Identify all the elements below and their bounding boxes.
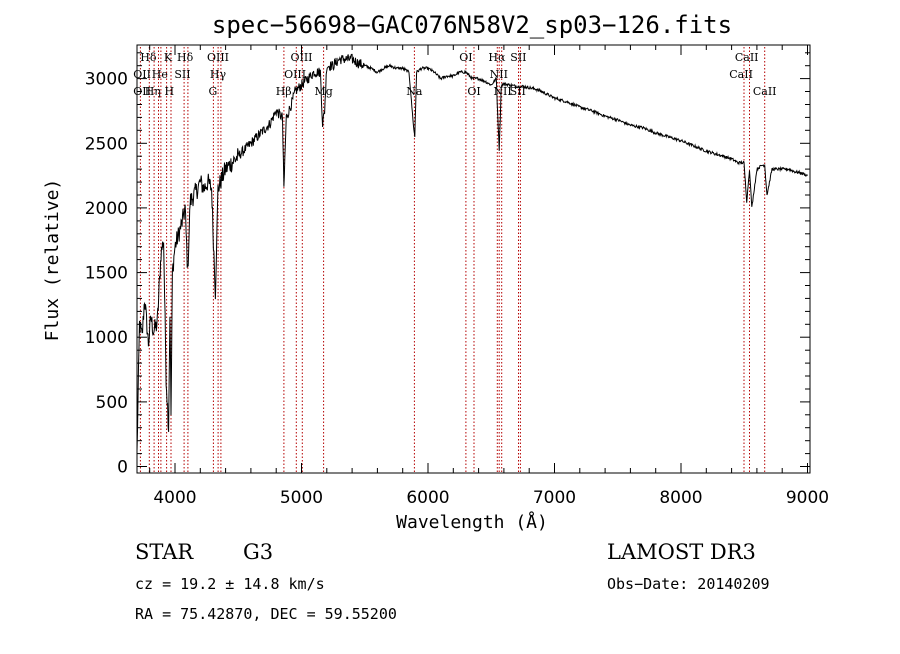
y-tick-label: 500 — [96, 393, 128, 413]
line-marker-label: Hβ — [276, 85, 292, 98]
redshift-text: cz = 19.2 ± 14.8 km/s — [135, 575, 325, 593]
line-marker-label: OII — [133, 85, 151, 98]
line-marker-label: OI — [459, 51, 472, 64]
line-marker-label: OI — [467, 85, 480, 98]
line-marker-label: Hδ — [140, 51, 157, 64]
object-subclass: G3 — [243, 540, 273, 564]
spectrum-series-line — [136, 53, 808, 451]
y-tick-label: 3000 — [85, 70, 128, 90]
line-marker-label: Hη — [145, 85, 161, 98]
x-tick-label: 5000 — [280, 488, 323, 508]
line-marker-label: SII — [510, 85, 526, 98]
line-marker-label: NII — [490, 68, 508, 81]
y-tick-label: 2500 — [85, 134, 128, 154]
x-tick-label: 9000 — [786, 488, 829, 508]
y-axis-label: Flux (relative) — [42, 179, 63, 342]
y-tick-label: 1500 — [85, 264, 128, 284]
line-marker-label: Hα — [488, 51, 506, 64]
line-marker-label: OIII — [290, 51, 312, 64]
object-class: STAR — [135, 540, 194, 564]
line-marker-label: SII — [174, 68, 190, 81]
line-marker-label: He — [152, 68, 168, 81]
line-marker-label: H — [165, 85, 175, 98]
x-tick-label: 7000 — [533, 488, 576, 508]
y-tick-label: 1000 — [85, 328, 128, 348]
line-marker-label: K — [164, 51, 173, 64]
x-tick-label: 8000 — [659, 488, 702, 508]
plot-frame — [136, 44, 811, 474]
y-tick-label: 0 — [117, 458, 128, 478]
survey-label: LAMOST DR3 — [607, 540, 756, 564]
emission-line-markers — [139, 47, 766, 473]
x-axis-ticks: 4000 5000 6000 7000 8000 9000 — [149, 45, 829, 508]
line-marker-label: Hδ — [177, 51, 194, 64]
line-marker-label: SII — [510, 51, 526, 64]
line-marker-label: Hγ — [210, 68, 227, 81]
line-marker-label: OIII — [284, 68, 306, 81]
x-axis-label: Wavelength (Å) — [396, 511, 548, 533]
line-marker-label: CaII — [753, 85, 777, 98]
y-axis-ticks: 0 500 1000 1500 2000 2500 3000 — [85, 52, 810, 478]
line-marker-label: NII — [493, 85, 511, 98]
coordinates: RA = 75.42870, DEC = 59.55200 — [135, 605, 397, 623]
line-marker-label: OII — [133, 68, 151, 81]
line-marker-label: G — [209, 85, 218, 98]
y-tick-label: 2000 — [85, 199, 128, 219]
line-marker-label: Mg — [314, 85, 332, 98]
emission-line-labels: Hδ K Hδ OIII OIII OI Hα SII CaII OII He SII Hγ OIII NI… — [133, 51, 776, 98]
line-marker-label: CaII — [729, 68, 753, 81]
line-marker-label: Na — [406, 85, 423, 98]
x-tick-label: 4000 — [153, 488, 196, 508]
line-marker-label: OIII — [207, 51, 229, 64]
x-tick-label: 6000 — [406, 488, 449, 508]
obs-date: Obs−Date: 20140209 — [607, 575, 770, 593]
line-marker-label: CaII — [735, 51, 759, 64]
chart-title: spec−56698−GAC076N58V2_sp03−126.fits — [212, 11, 732, 39]
